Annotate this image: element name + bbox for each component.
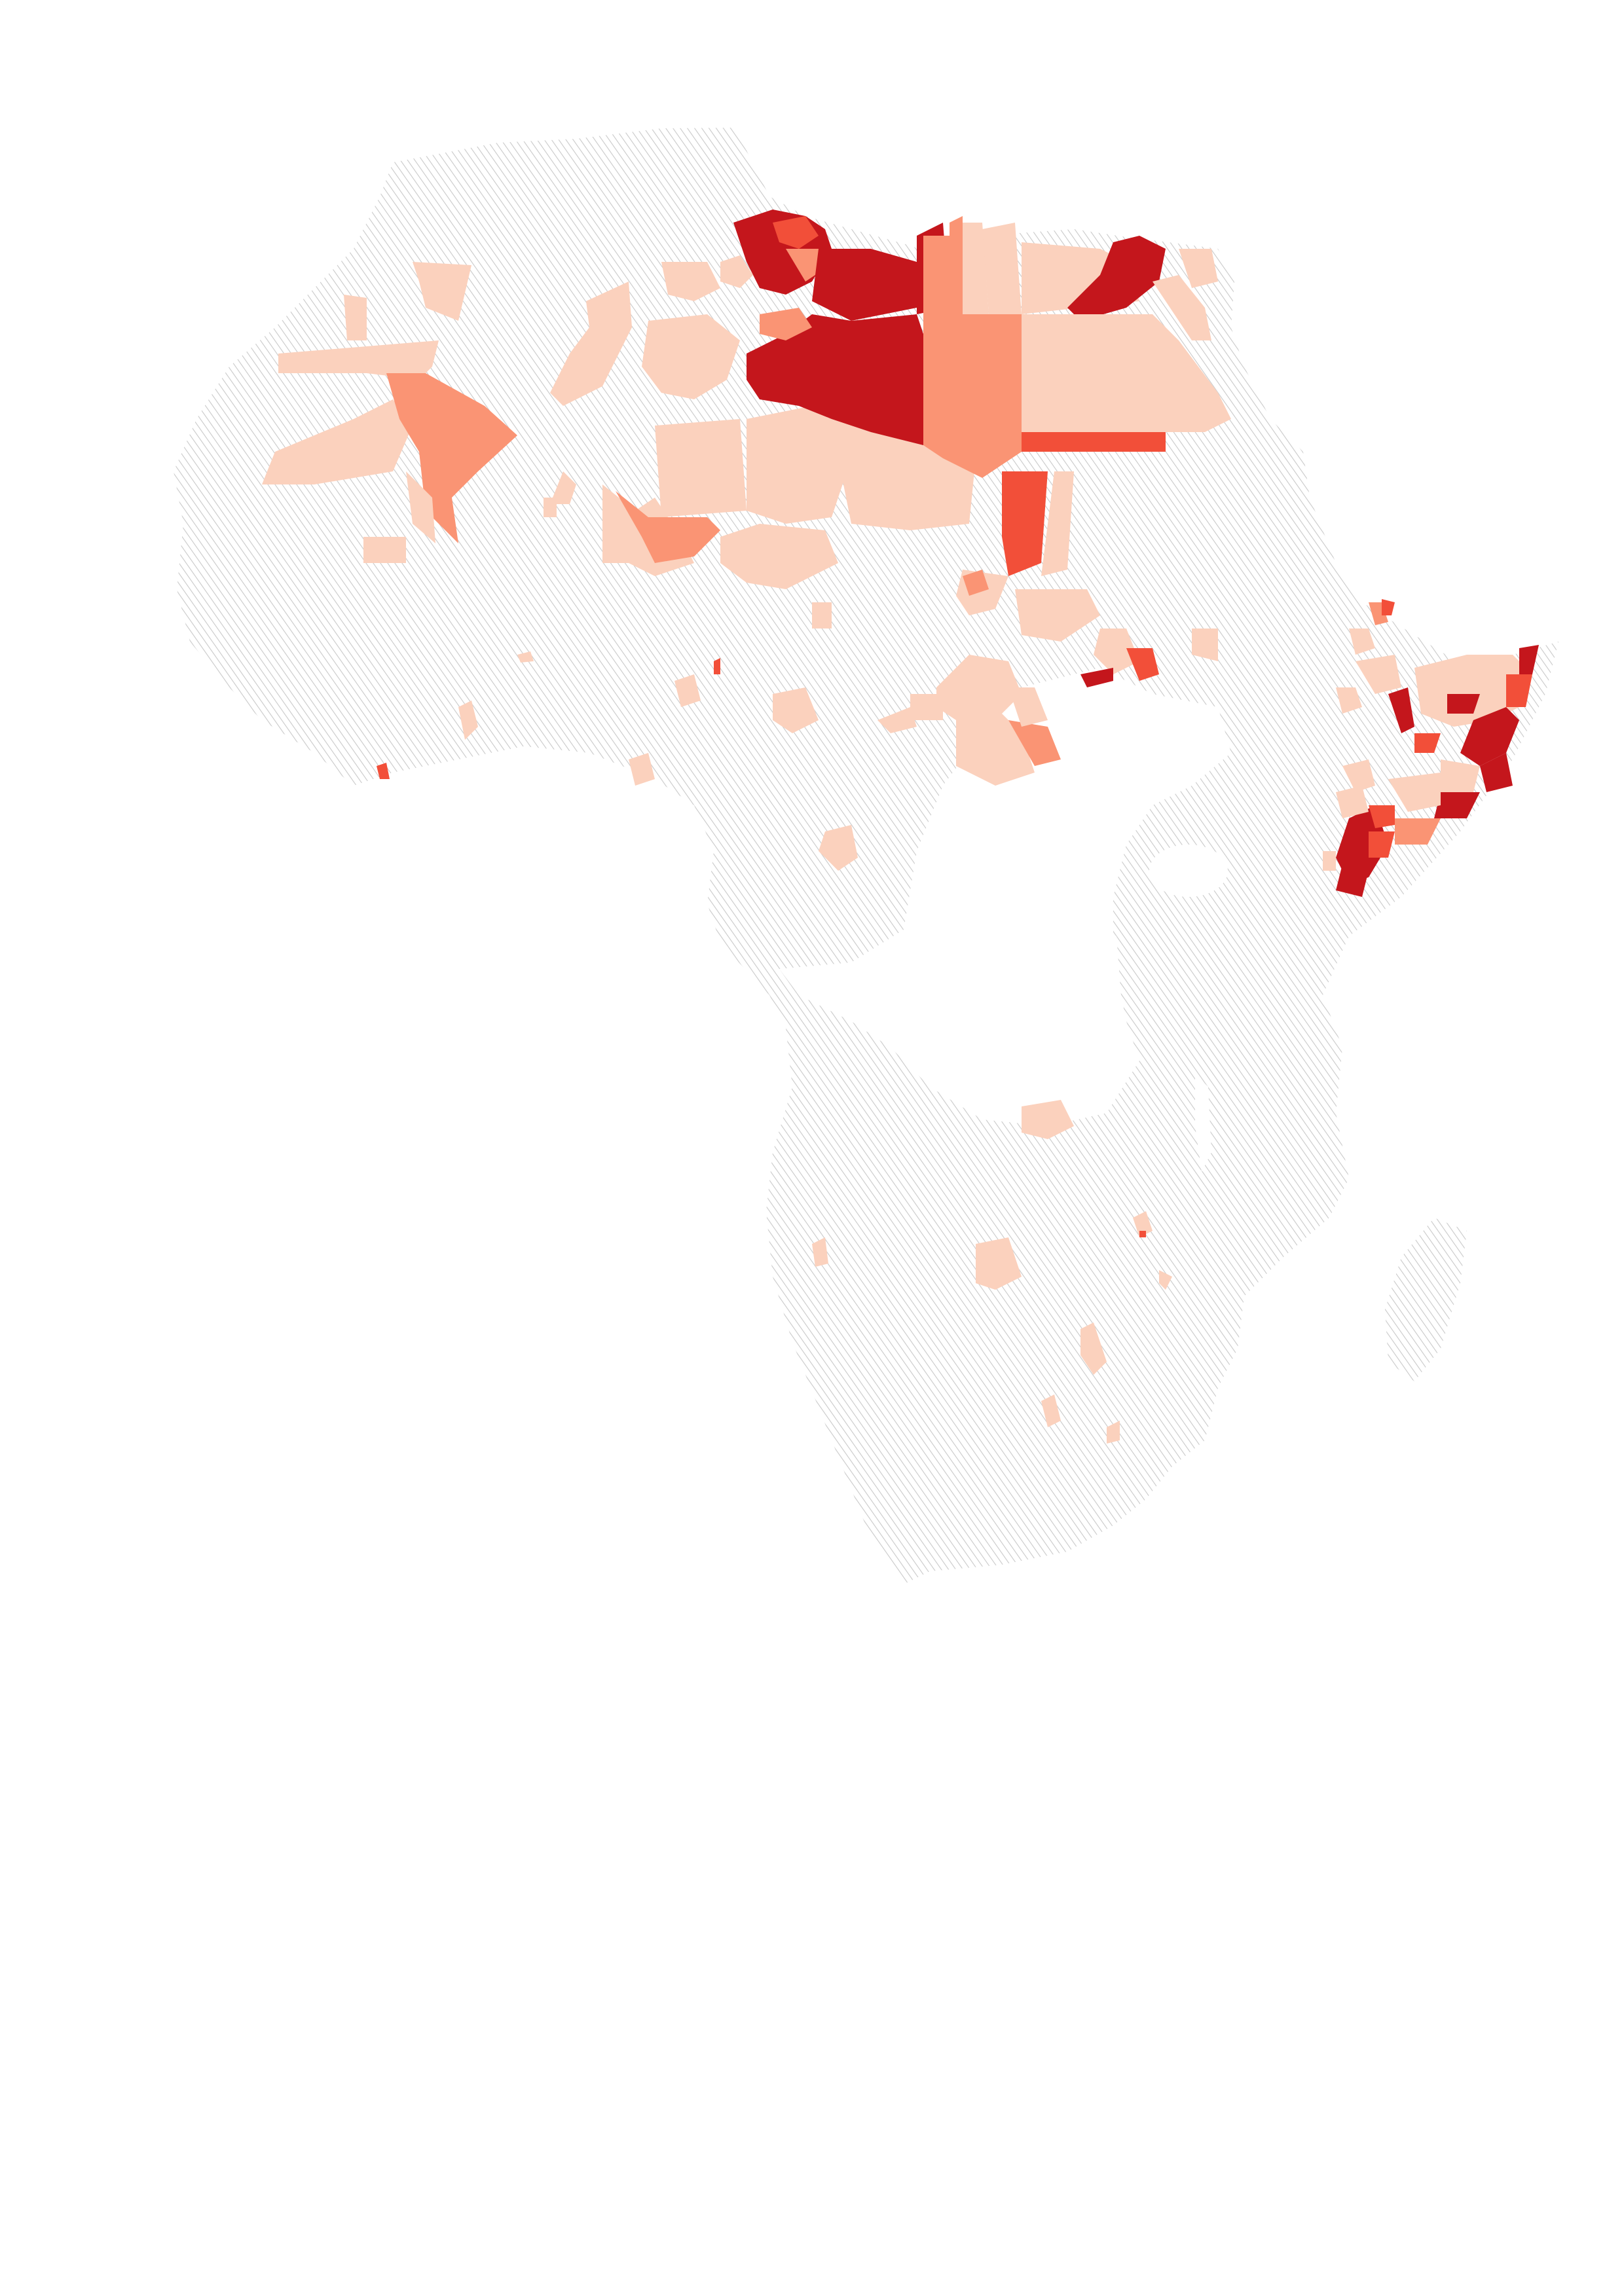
region bbox=[1388, 773, 1441, 812]
region bbox=[363, 537, 406, 563]
region bbox=[1349, 629, 1375, 655]
region bbox=[786, 249, 825, 282]
region bbox=[1022, 432, 1166, 452]
continent-base bbox=[174, 128, 1559, 1584]
region bbox=[923, 236, 982, 478]
region bbox=[720, 255, 753, 288]
region bbox=[550, 282, 632, 406]
region bbox=[1414, 733, 1441, 753]
region bbox=[642, 314, 740, 399]
region bbox=[377, 763, 390, 779]
region bbox=[976, 1237, 1022, 1290]
region bbox=[458, 701, 478, 740]
region bbox=[1015, 589, 1100, 642]
region bbox=[278, 340, 439, 380]
region bbox=[1480, 753, 1513, 792]
region bbox=[963, 223, 989, 314]
region bbox=[747, 406, 851, 524]
region bbox=[1369, 831, 1395, 858]
region bbox=[1080, 668, 1113, 687]
region bbox=[1094, 629, 1139, 674]
region bbox=[406, 471, 435, 543]
region bbox=[1041, 1394, 1061, 1427]
region bbox=[982, 314, 1022, 478]
region bbox=[262, 399, 413, 484]
region bbox=[819, 825, 858, 871]
region bbox=[1080, 1322, 1107, 1375]
region bbox=[1022, 314, 1231, 432]
region bbox=[386, 373, 517, 543]
region bbox=[544, 498, 557, 517]
region bbox=[1126, 648, 1159, 681]
region bbox=[773, 216, 819, 249]
region bbox=[950, 216, 963, 314]
region bbox=[1342, 759, 1375, 792]
region bbox=[747, 314, 923, 445]
region bbox=[1447, 694, 1480, 714]
region bbox=[1388, 687, 1414, 733]
region bbox=[616, 491, 720, 563]
region bbox=[760, 308, 812, 340]
region bbox=[877, 707, 917, 733]
region bbox=[1382, 599, 1395, 615]
region bbox=[812, 249, 917, 321]
region bbox=[674, 674, 701, 707]
region bbox=[812, 1237, 828, 1267]
region bbox=[1369, 805, 1395, 828]
region bbox=[1159, 1270, 1172, 1290]
region bbox=[936, 655, 1022, 720]
region bbox=[1336, 786, 1369, 818]
region bbox=[655, 419, 747, 517]
region bbox=[1041, 471, 1074, 576]
region bbox=[1133, 1211, 1153, 1237]
region bbox=[1139, 1231, 1146, 1237]
region bbox=[1323, 851, 1336, 871]
region bbox=[1336, 687, 1362, 714]
region bbox=[661, 262, 720, 301]
region bbox=[982, 223, 1022, 314]
region bbox=[1336, 864, 1369, 897]
region bbox=[1519, 645, 1539, 674]
region bbox=[963, 570, 989, 596]
region bbox=[1460, 707, 1519, 766]
region bbox=[1192, 629, 1218, 661]
region bbox=[1067, 236, 1166, 321]
region bbox=[1356, 655, 1401, 694]
lake-malawi bbox=[1195, 1074, 1211, 1172]
region bbox=[1107, 1421, 1120, 1444]
region bbox=[629, 753, 655, 786]
region bbox=[910, 694, 943, 720]
choropleth-regions bbox=[262, 210, 1539, 1444]
lake-victoria bbox=[1149, 845, 1228, 897]
region bbox=[550, 471, 576, 504]
region bbox=[773, 687, 819, 733]
region bbox=[720, 524, 838, 589]
region bbox=[1506, 674, 1532, 707]
region bbox=[1179, 249, 1218, 288]
region bbox=[413, 262, 471, 321]
region bbox=[1153, 275, 1211, 340]
region bbox=[1022, 1100, 1074, 1139]
madagascar-base bbox=[1385, 1218, 1467, 1381]
lake-tanganyika bbox=[1107, 930, 1123, 1048]
region bbox=[1395, 818, 1441, 845]
region bbox=[344, 295, 367, 340]
region bbox=[714, 658, 720, 674]
region bbox=[1434, 792, 1480, 818]
region bbox=[1008, 720, 1061, 766]
region bbox=[1441, 759, 1480, 799]
region bbox=[1002, 471, 1048, 576]
region bbox=[1008, 687, 1048, 727]
region bbox=[517, 651, 534, 663]
region bbox=[812, 602, 832, 629]
